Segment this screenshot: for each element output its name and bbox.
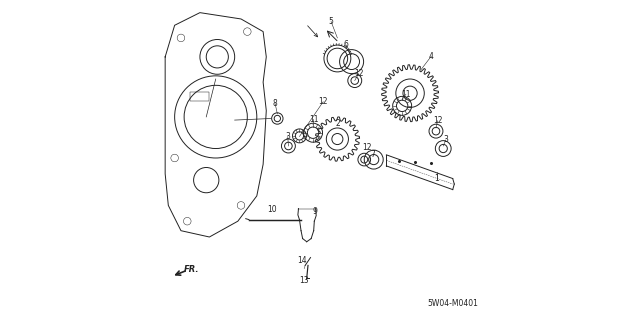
Text: 12: 12 (433, 116, 442, 125)
Text: 11: 11 (309, 115, 319, 124)
Text: 1: 1 (435, 174, 439, 183)
Text: 12: 12 (362, 143, 371, 152)
Bar (191, 92, 209, 101)
Text: 9: 9 (313, 207, 317, 216)
Text: 8: 8 (273, 99, 278, 108)
Text: 10: 10 (267, 205, 276, 214)
Text: 5: 5 (328, 17, 333, 26)
Text: 12: 12 (319, 97, 328, 106)
Text: 4: 4 (429, 52, 434, 61)
Text: 12: 12 (354, 69, 364, 78)
Text: 3: 3 (285, 132, 290, 141)
Text: 5W04-M0401: 5W04-M0401 (428, 299, 478, 308)
Text: 14: 14 (297, 256, 307, 264)
Text: 6: 6 (344, 40, 348, 49)
Text: 3: 3 (444, 136, 448, 144)
Text: 13: 13 (299, 276, 308, 285)
Text: 11: 11 (401, 90, 411, 99)
Text: FR.: FR. (184, 265, 200, 274)
Text: 2: 2 (335, 119, 340, 128)
Text: 7: 7 (371, 150, 376, 159)
